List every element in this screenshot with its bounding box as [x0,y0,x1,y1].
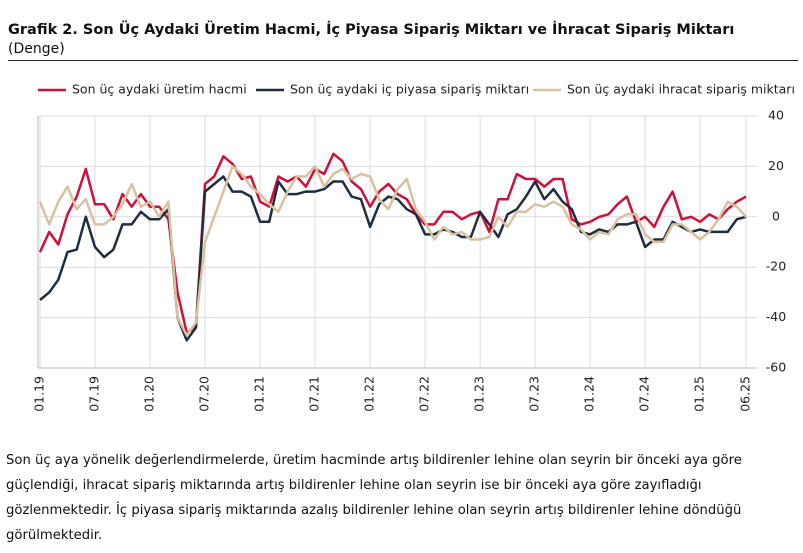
y-tick-label: 0 [772,208,780,223]
x-tick-label: 01.20 [142,376,157,412]
x-tick-label: 07.20 [197,376,212,412]
x-tick-label: 07.23 [527,376,542,412]
legend-label: Son üç aydaki üretim hacmi [72,82,247,97]
series-line [38,152,747,334]
legend-label: Son üç aydaki iç piyasa sipariş miktarı [290,82,529,97]
x-tick-label: 01.25 [692,376,707,412]
y-tick-label: -60 [766,360,786,375]
x-tick-label: 07.21 [307,376,322,412]
x-tick-label: 01.24 [582,376,597,412]
x-tick-label: 01.23 [472,376,487,412]
y-tick-label: -40 [766,309,786,324]
series-line [38,165,747,337]
commentary: Son üç aya yönelik değerlendirmelerde, ü… [6,453,742,543]
y-tick-label: 40 [768,108,784,123]
chart-subtitle: (Denge) [8,41,65,57]
x-tick-label: 01.19 [32,376,47,412]
x-tick-label: 07.19 [87,376,102,412]
title-rule [8,60,798,61]
x-tick-label: 06.25 [738,376,753,412]
x-tick-label: 07.24 [637,376,652,412]
x-tick-label: 01.21 [252,376,267,412]
x-tick-label: 01.22 [362,376,377,412]
chart: 40 20 0 -20 -40 -60 01.19 07.19 01.20 07.20 01.21 0… [32,82,795,412]
x-tick-label: 07.22 [417,376,432,412]
y-tick-label: 20 [768,158,784,173]
y-tick-label: -20 [766,259,786,274]
legend-label: Son üç aydaki ihracat sipariş miktarı [567,82,795,97]
chart-title: Grafik 2. Son Üç Aydaki Üretim Hacmi, İç… [8,22,735,38]
